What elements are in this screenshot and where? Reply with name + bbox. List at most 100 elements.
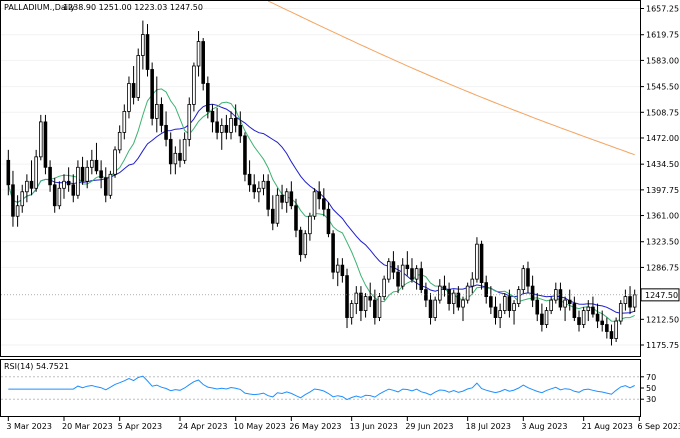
candle-bear (345, 275, 349, 318)
candle-bear (215, 121, 219, 133)
price-tick-label: 1434.50 (646, 160, 679, 169)
candle-bull (15, 205, 20, 217)
candle-bull (261, 180, 266, 189)
candle-bull (39, 121, 43, 158)
candle-bull (117, 131, 122, 151)
candle-bear (572, 303, 577, 318)
candle-bull (335, 264, 340, 273)
candle-bull (586, 306, 591, 311)
price-tick-label: 1212.50 (646, 315, 679, 324)
candle-bull (34, 156, 38, 189)
candle-bear (405, 264, 410, 270)
candle-bear (595, 313, 600, 322)
candle-bear (80, 166, 85, 182)
candle-bull (451, 292, 456, 304)
candle-bull (502, 296, 507, 311)
ma-fast-line (7, 88, 635, 322)
candle-bear (266, 180, 270, 210)
candle-bear (150, 69, 154, 119)
candle-bear (280, 194, 284, 203)
price-plot-frame (0, 0, 641, 357)
price-tick-label: 1323.50 (646, 238, 679, 247)
price-tick-label: 1508.75 (646, 108, 679, 117)
price-tick-label: 1619.75 (646, 31, 679, 40)
candle-bull (136, 55, 141, 98)
candle-bull (349, 303, 354, 318)
price-tick-label: 1657.25 (646, 5, 679, 14)
x-tick-label: 20 Mar 2023 (62, 422, 113, 431)
candle-bull (25, 180, 29, 193)
ohlc-readout: 1238.90 1251.00 1223.03 1247.50 (63, 3, 203, 12)
candle-bull (141, 34, 145, 56)
candle-bull (377, 296, 382, 318)
price-tick-label: 1472.00 (646, 134, 679, 143)
price-tick-label: 1175.75 (646, 341, 679, 350)
candle-bull (544, 310, 549, 325)
candle-bull (182, 138, 187, 161)
candle-bull (521, 268, 526, 291)
candle-bear (526, 268, 530, 287)
candle-bull (382, 278, 386, 298)
candle-bull (113, 149, 117, 175)
x-tick-label: 3 Aug 2023 (521, 422, 567, 431)
x-tick-label: 10 May 2023 (234, 422, 286, 431)
candle-bear (298, 229, 303, 256)
price-tick-label: 1545.50 (646, 83, 679, 92)
candle-bull (275, 194, 280, 224)
candle-bear (507, 296, 512, 311)
candle-bull (196, 41, 201, 67)
rsi-tick-label: 50 (646, 384, 656, 393)
price-tick-label: 1361.00 (646, 212, 679, 221)
candle-bear (340, 264, 345, 277)
x-tick-label: 6 Sep 2023 (637, 422, 680, 431)
candle-bear (489, 296, 493, 308)
candle-bear (447, 289, 451, 304)
candle-bear (210, 111, 215, 123)
candle-bear (6, 159, 11, 186)
candle-bear (558, 289, 563, 308)
x-tick-label: 18 Jul 2023 (466, 422, 511, 431)
candle-bear (289, 191, 294, 207)
candle-bear (591, 306, 595, 315)
candle-bear (252, 184, 257, 193)
candle-bull (257, 187, 261, 193)
candle-bull (632, 294, 637, 308)
candle-bear (243, 135, 247, 175)
candle-bear (159, 104, 164, 126)
candle-bear (628, 296, 632, 308)
candle-bear (567, 299, 572, 304)
candle-bear (29, 180, 34, 189)
candle-bull (414, 268, 419, 280)
current-price-label: 1247.50 (645, 291, 678, 300)
candle-bear (600, 320, 604, 325)
candle-bear (131, 83, 136, 98)
candle-bear (94, 159, 99, 172)
price-tick-label: 1397.75 (646, 186, 679, 195)
candle-bull (386, 261, 391, 280)
candle-bear (535, 299, 540, 315)
candle-bull (614, 320, 618, 339)
candle-bear (201, 41, 205, 84)
candle-bear (540, 313, 544, 325)
candle-bear (456, 292, 461, 308)
candle-bear (326, 208, 331, 235)
rsi-tick-label: 30 (646, 395, 656, 404)
candle-bull (308, 215, 312, 235)
candle-bull (363, 296, 368, 311)
candle-bull (85, 166, 89, 182)
candle-bear (410, 268, 414, 280)
x-tick-label: 5 Apr 2023 (118, 422, 162, 431)
candle-bear (530, 285, 535, 301)
chart-title: PALLADIUM.,Daily (4, 3, 75, 12)
candle-bear (48, 166, 52, 186)
candle-bear (270, 208, 275, 224)
candle-bull (122, 111, 127, 133)
candle-bull (512, 303, 516, 311)
candle-bear (605, 324, 609, 332)
rsi-label: RSI(14) 54.7521 (4, 362, 69, 371)
candle-bear (99, 170, 103, 179)
candle-bull (62, 180, 66, 189)
candle-bear (206, 83, 210, 112)
x-tick-label: 24 Apr 2023 (178, 422, 227, 431)
